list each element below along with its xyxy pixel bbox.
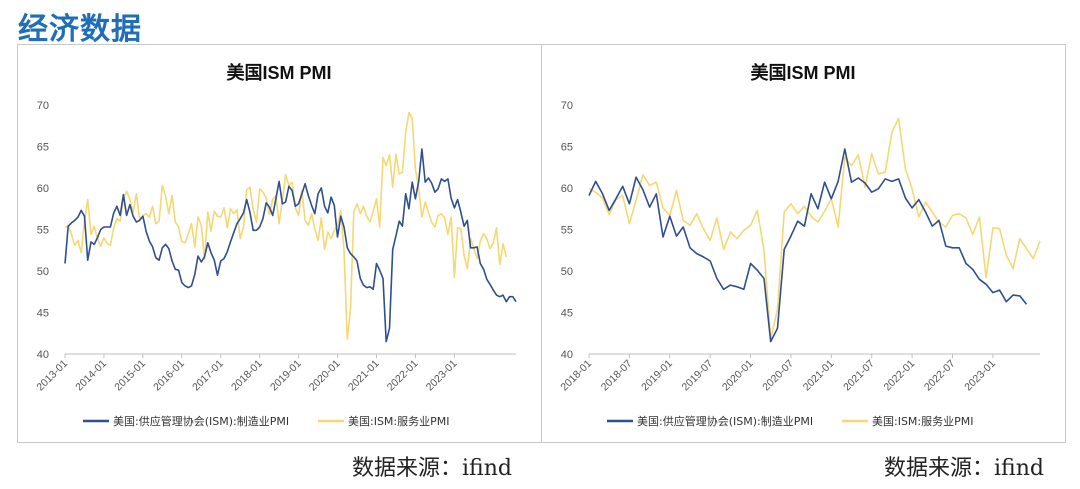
x-tick-label: 2017-01	[190, 358, 226, 394]
y-tick-label: 55	[561, 225, 573, 237]
y-tick-label: 70	[561, 100, 573, 112]
x-tick-label: 2013-01	[34, 358, 70, 394]
legend-label-services: 美国:ISM:服务业PMI	[872, 415, 974, 428]
y-tick-label: 40	[561, 349, 573, 361]
x-tick-label: 2021-07	[841, 358, 877, 394]
page-title: 经济数据	[18, 12, 142, 47]
x-tick-label: 2023-01	[424, 358, 460, 394]
x-tick-label: 2014-01	[73, 358, 109, 394]
x-tick-label: 2018-01	[558, 358, 594, 394]
legend-label-services: 美国:ISM:服务业PMI	[348, 415, 450, 428]
x-tick-label: 2020-07	[760, 358, 796, 394]
legend-label-manufacturing: 美国:供应管理协会(ISM):制造业PMI	[113, 414, 289, 428]
chart-panel-left: 美国ISM PMI 40 45 50 55 60 65 70 2013-01 2014-01 201…	[17, 44, 542, 443]
series-line-manufacturing	[588, 148, 1028, 343]
x-tick-label: 2019-07	[680, 358, 716, 394]
x-tick-label: 2016-01	[151, 358, 187, 394]
x-tick-label: 2019-01	[639, 358, 675, 394]
y-tick-label: 60	[37, 183, 49, 195]
y-tick-label: 45	[37, 308, 49, 320]
y-tick-label: 45	[561, 308, 573, 320]
x-tick-label: 2023-01	[962, 358, 998, 394]
x-tick-label: 2018-01	[229, 358, 265, 394]
y-tick-label: 55	[37, 225, 49, 237]
legend-label-manufacturing: 美国:供应管理协会(ISM):制造业PMI	[637, 414, 813, 428]
x-tick-label: 2022-01	[881, 358, 917, 394]
data-source-left: 数据来源：ifind	[352, 456, 512, 481]
x-tick-label: 2018-07	[599, 358, 635, 394]
y-tick-label: 65	[37, 142, 49, 154]
x-tick-label: 2020-01	[307, 358, 343, 394]
y-tick-label: 40	[37, 349, 49, 361]
y-tick-label: 65	[561, 142, 573, 154]
data-source-right: 数据来源：ifind	[884, 456, 1044, 481]
series-line-manufacturing	[64, 148, 517, 343]
x-tick-label: 2021-01	[801, 358, 837, 394]
x-tick-label: 2022-01	[385, 358, 421, 394]
x-tick-label: 2019-01	[268, 358, 304, 394]
chart-panel-right: 美国ISM PMI 40 45 50 55 60 65 70 2018-01 2018-07 201…	[541, 44, 1066, 443]
y-tick-label: 50	[561, 266, 573, 278]
chart-title: 美国ISM PMI	[226, 62, 331, 83]
x-tick-label: 2021-01	[346, 358, 382, 394]
series-line-services	[64, 111, 508, 340]
y-tick-label: 60	[561, 183, 573, 195]
x-tick-label: 2022-07	[922, 358, 958, 394]
series-line-services	[588, 117, 1041, 340]
x-tick-label: 2015-01	[112, 358, 148, 394]
y-tick-label: 70	[37, 100, 49, 112]
x-tick-label: 2020-01	[720, 358, 756, 394]
y-tick-label: 50	[37, 266, 49, 278]
chart-title: 美国ISM PMI	[750, 62, 855, 83]
